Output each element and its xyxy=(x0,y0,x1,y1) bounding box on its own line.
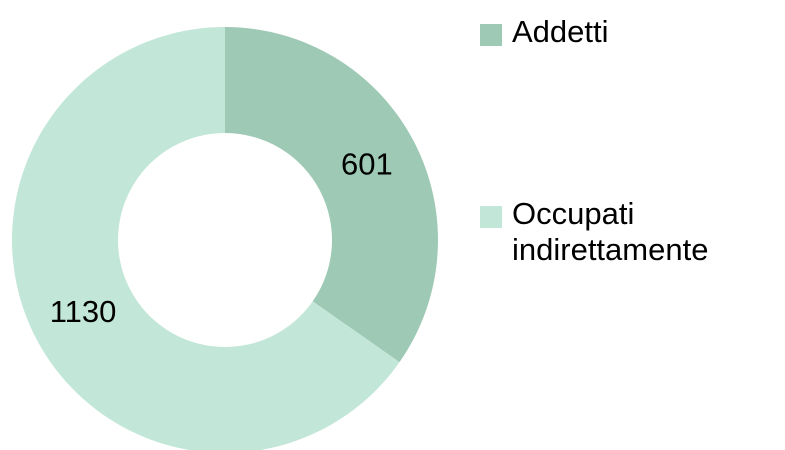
legend-label: Addetti xyxy=(512,14,609,49)
legend-item: Occupati indirettamente xyxy=(476,196,785,268)
legend-item: Addetti xyxy=(476,14,785,50)
legend-label: Occupati indirettamente xyxy=(512,196,709,267)
legend-swatch xyxy=(480,24,502,46)
donut-slice xyxy=(225,27,438,363)
data-label: 601 xyxy=(341,146,393,181)
data-label: 1130 xyxy=(50,294,117,329)
donut-slice xyxy=(12,27,400,450)
legend: Addetti Occupati indirettamente xyxy=(476,14,785,268)
legend-swatch xyxy=(480,206,502,228)
